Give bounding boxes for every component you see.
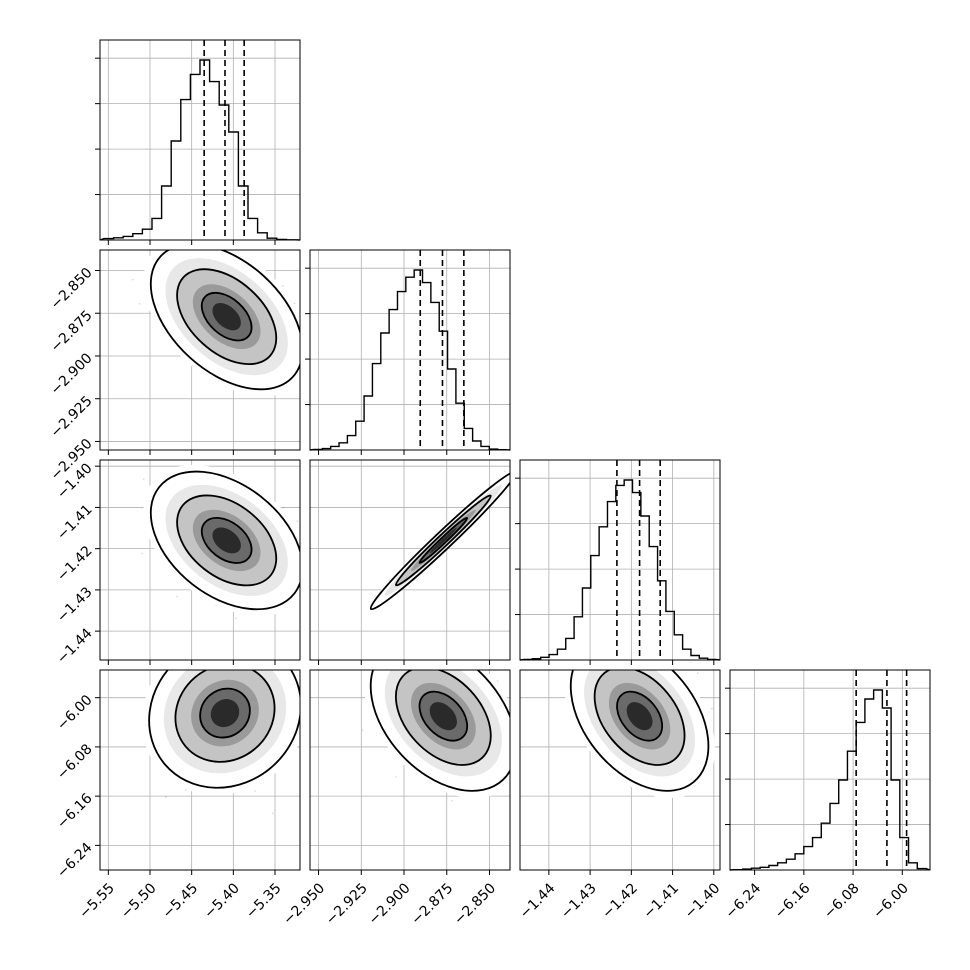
sample-point xyxy=(234,617,237,620)
sample-point xyxy=(296,520,299,523)
contour-line xyxy=(149,250,300,391)
density-panel-2-1 xyxy=(310,460,510,660)
sample-point xyxy=(254,790,256,792)
histogram-panel-0 xyxy=(95,39,301,245)
panel-frame xyxy=(99,249,301,451)
contour-line xyxy=(200,291,253,342)
sample-point xyxy=(138,302,141,305)
panel-frame xyxy=(729,669,931,871)
panel-frame xyxy=(309,249,511,451)
contour-line xyxy=(200,516,253,564)
density-panel-2-0 xyxy=(100,460,302,660)
sample-point xyxy=(282,285,284,288)
sample-point xyxy=(293,302,296,305)
histogram-step xyxy=(519,479,721,661)
contour-line xyxy=(176,268,278,366)
histogram-step xyxy=(309,269,511,451)
histogram-step xyxy=(729,689,931,871)
panel-frame xyxy=(519,459,721,661)
sample-point xyxy=(142,478,145,480)
density-fill xyxy=(429,527,457,554)
contour-line xyxy=(394,494,492,587)
histogram-panel-1 xyxy=(305,249,511,455)
sample-point xyxy=(282,507,285,509)
sample-point xyxy=(141,552,144,555)
contour-line xyxy=(149,470,300,611)
sample-point xyxy=(503,470,506,473)
sample-point xyxy=(131,278,134,281)
histogram-step xyxy=(99,59,301,241)
density-fill xyxy=(212,527,241,554)
density-panel-3-0 xyxy=(100,670,300,870)
density-fill xyxy=(212,303,241,331)
histogram-panel-3 xyxy=(725,669,931,875)
contour-line xyxy=(176,494,278,587)
histogram-panel-2 xyxy=(515,459,721,665)
contour-line xyxy=(418,516,469,564)
sample-point xyxy=(300,579,302,581)
contour-line xyxy=(369,470,510,611)
density-panel-1-0 xyxy=(100,250,300,450)
sample-point xyxy=(176,595,179,598)
panel-frame xyxy=(99,39,301,241)
panel-frame xyxy=(309,459,511,661)
panel-frame xyxy=(99,459,301,661)
